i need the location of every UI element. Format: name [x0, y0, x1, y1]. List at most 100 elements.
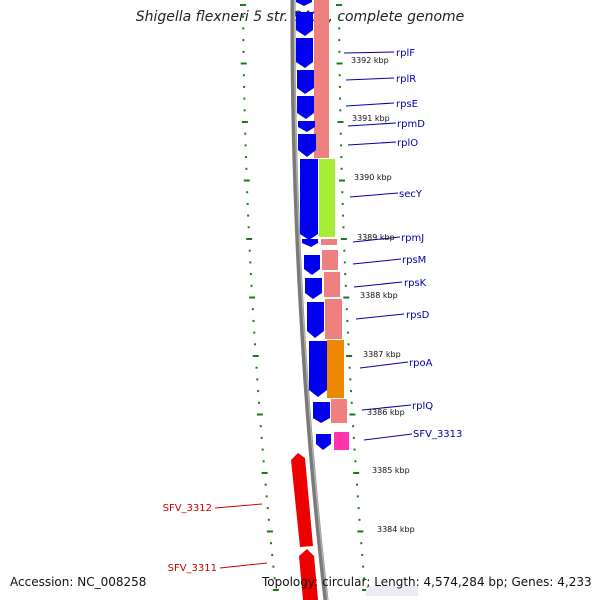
tick-mark	[348, 366, 351, 369]
leader-rpsD	[355, 313, 405, 320]
tick-mark	[350, 390, 353, 393]
tick-mark	[264, 483, 267, 486]
tick-mark	[338, 15, 341, 18]
leader-rpoA	[359, 361, 409, 369]
tick-mark	[265, 495, 268, 498]
tick-mark	[343, 249, 346, 252]
tick-mark	[243, 85, 246, 88]
tick-mark	[272, 565, 275, 568]
tick-mark	[257, 390, 260, 393]
leader-rplF	[343, 51, 395, 54]
scale-label-3384: 3384 kbp	[377, 525, 415, 534]
gene-label-rpoA[interactable]: rpoA	[409, 358, 433, 369]
tick-mark	[246, 191, 249, 194]
tick-mark	[340, 144, 343, 147]
leader-rpmD	[347, 122, 397, 127]
gene-label-rpmD[interactable]: rpmD	[397, 119, 425, 130]
tick-mark	[249, 261, 252, 264]
gene-label-SFV_3312[interactable]: SFV_3312	[163, 503, 212, 514]
scale-label-3386: 3386 kbp	[367, 408, 405, 417]
gene-label-rpmJ[interactable]: rpmJ	[401, 233, 424, 244]
tick-mark	[344, 273, 347, 276]
tick-mark	[247, 214, 250, 217]
tick-mark	[271, 553, 274, 556]
gene-label-SFV_3313[interactable]: SFV_3313	[413, 429, 462, 440]
gene-labels-left: SFV_3312 SFV_3311	[163, 503, 217, 574]
tick-mark	[363, 577, 366, 580]
tick-mark	[240, 62, 247, 65]
tick-mark	[345, 308, 348, 311]
leader-SFV_3313	[363, 433, 413, 441]
gene-label-rpsM[interactable]: rpsM	[402, 255, 426, 266]
tick-mark	[347, 343, 350, 346]
tick-mark	[337, 121, 344, 123]
tick-mark	[338, 50, 341, 53]
cog-block-SFV_3313	[334, 432, 349, 450]
gene-label-rplF[interactable]: rplF	[396, 48, 415, 59]
tick-mark	[245, 167, 248, 170]
gene-label-secY[interactable]: secY	[399, 189, 423, 200]
left-tick-ring	[240, 4, 279, 591]
tick-mark	[242, 39, 245, 42]
gene-arrow-rplQ	[313, 402, 330, 423]
tick-mark	[242, 74, 245, 77]
cog-block-rpsM	[322, 250, 338, 270]
faint-scale-box	[366, 586, 418, 596]
tick-mark	[357, 507, 360, 510]
scale-label-3388: 3388 kbp	[360, 291, 398, 300]
tick-mark	[259, 425, 262, 428]
gene-labels-right: rplF rplR rpsE rpmD rplO secY rpmJ rpsM …	[396, 48, 462, 440]
tick-mark	[340, 238, 347, 240]
tick-mark	[344, 284, 347, 287]
gene-label-rpsE[interactable]: rpsE	[396, 99, 418, 110]
tick-mark	[342, 214, 345, 217]
tick-mark	[357, 530, 364, 533]
tick-mark	[243, 109, 246, 112]
tick-mark	[362, 589, 369, 591]
leader-rpsE	[345, 102, 395, 107]
gene-arrow-rplO	[298, 134, 316, 157]
tick-mark	[350, 401, 353, 404]
tick-mark	[244, 144, 247, 147]
leader-rplR	[345, 77, 395, 81]
gene-label-rplR[interactable]: rplR	[396, 74, 416, 85]
tick-mark	[352, 436, 355, 439]
gene-arrow-SFV_3313	[316, 434, 331, 450]
tick-mark	[248, 249, 251, 252]
forward-genes	[296, 0, 331, 450]
leader-rpmJ	[352, 236, 401, 243]
gene-label-rpsK[interactable]: rpsK	[404, 278, 427, 289]
genome-backbone	[290, 0, 329, 600]
tick-mark	[252, 319, 255, 322]
tick-mark	[261, 448, 264, 451]
tick-mark	[354, 460, 357, 463]
gene-label-rpsD[interactable]: rpsD	[406, 310, 430, 321]
gene-label-SFV_3311[interactable]: SFV_3311	[168, 563, 217, 574]
leader-rpsM	[352, 258, 402, 265]
tick-mark	[246, 238, 253, 240]
leader-SFV_3312	[214, 503, 263, 509]
gene-arrow-rpmJ	[302, 239, 318, 247]
gene-arrow-rpsM	[304, 255, 320, 275]
tick-mark	[353, 472, 360, 474]
gene-label-rplQ[interactable]: rplQ	[412, 401, 433, 412]
tick-mark	[246, 202, 249, 205]
gene-arrow-rplE	[297, 70, 314, 94]
right-tick-ring	[336, 4, 369, 591]
tick-mark	[249, 273, 252, 276]
scale-label-3387: 3387 kbp	[363, 350, 401, 359]
genome-backbone-highlight	[293, 0, 329, 600]
tick-mark	[352, 425, 355, 428]
tick-mark	[251, 308, 254, 311]
tick-mark	[340, 156, 343, 159]
tick-mark	[243, 179, 250, 182]
gene-arrow-SFV_3311	[299, 549, 318, 600]
scale-label-3389: 3389 kbp	[357, 233, 395, 242]
tick-mark	[272, 589, 279, 591]
cog-strip	[314, 0, 349, 450]
tick-mark	[336, 4, 343, 6]
tick-mark	[339, 109, 342, 112]
tick-mark	[336, 62, 343, 65]
gene-label-rplO[interactable]: rplO	[397, 138, 418, 149]
